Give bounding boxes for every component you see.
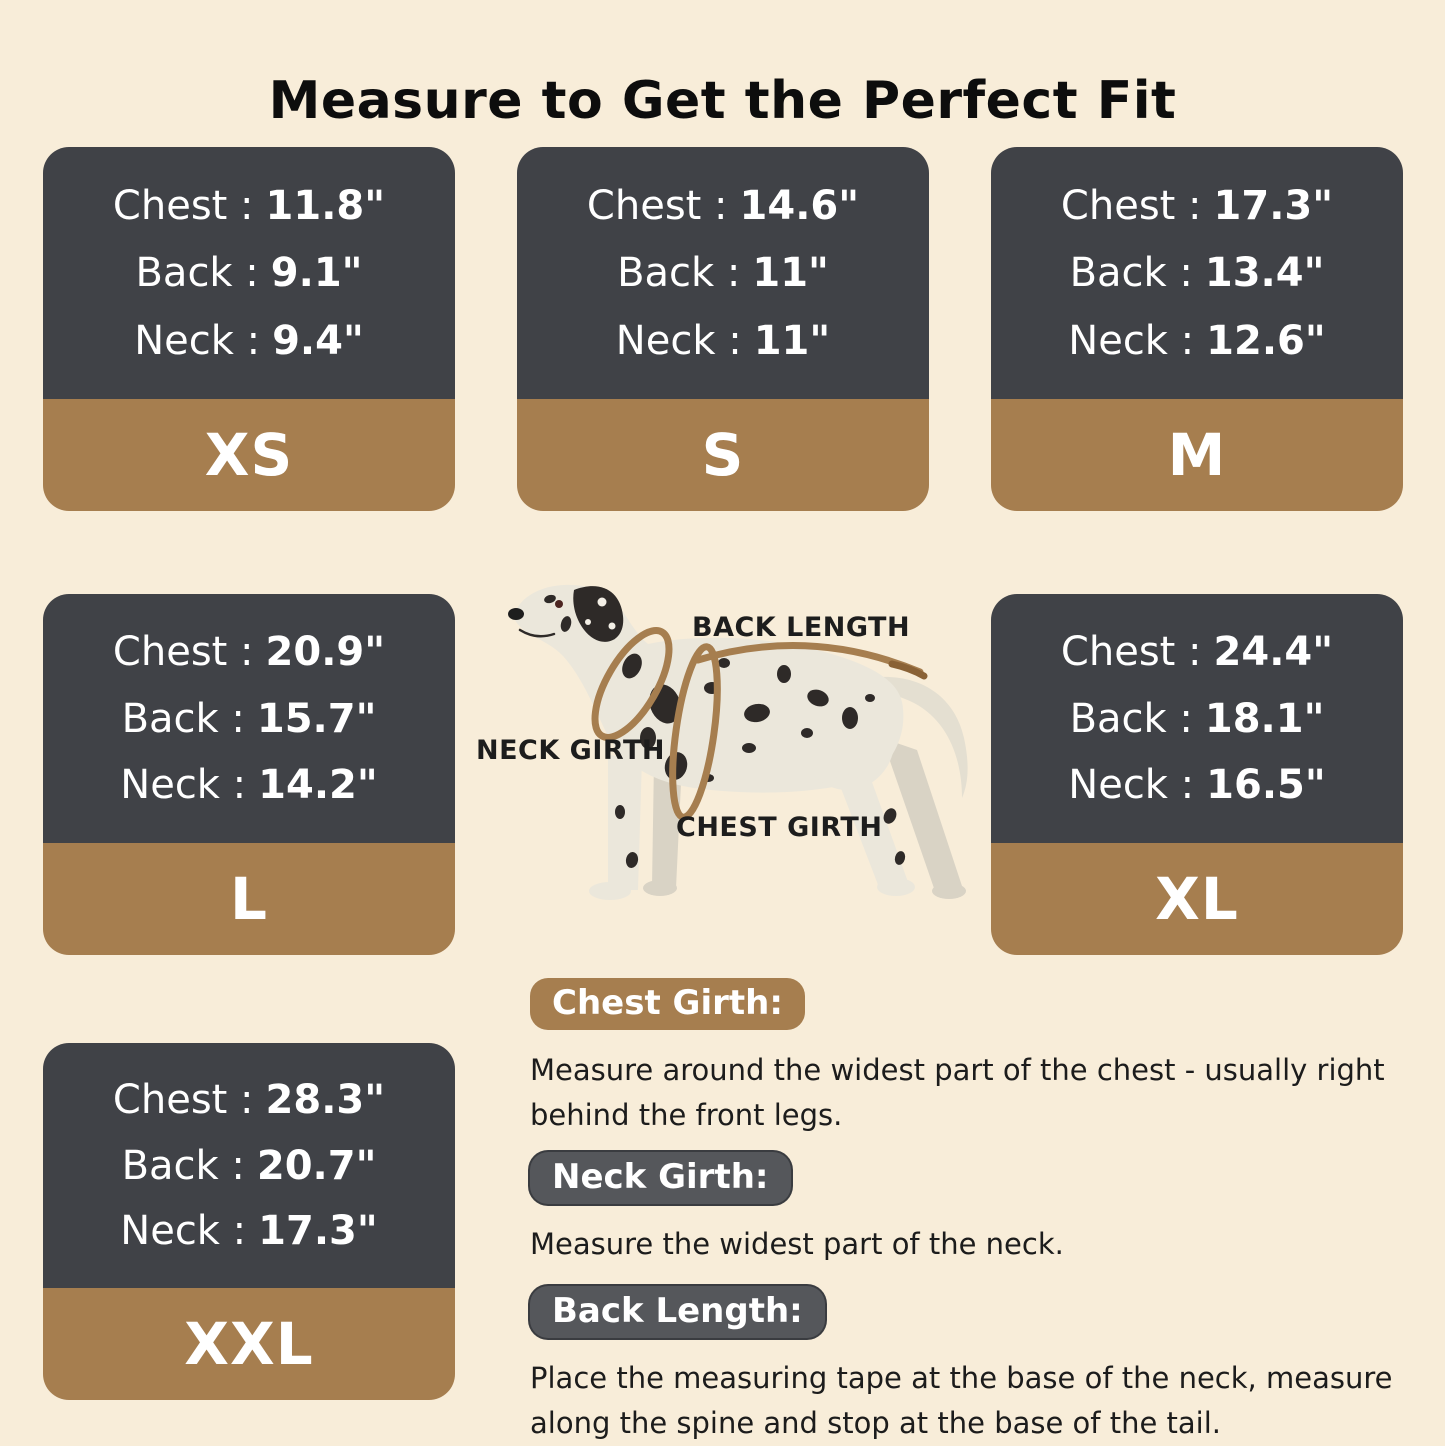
neck-girth-label: NECK GIRTH — [476, 735, 665, 766]
size-card-measurements: Chest :17.3" Back :13.4" Neck :12.6" — [991, 147, 1403, 399]
size-card-m: Chest :17.3" Back :13.4" Neck :12.6" M — [991, 147, 1403, 511]
instruction-text: Place the measuring tape at the base of … — [530, 1361, 1393, 1440]
measurement-label: Chest : — [112, 628, 254, 675]
measurement-row: Back :9.1" — [53, 250, 445, 296]
instruction-heading: Back Length: — [530, 1286, 825, 1338]
measurement-value: 14.2" — [258, 762, 378, 809]
measurement-row: Back :18.1" — [1001, 696, 1393, 742]
instruction-neck-girth: Neck Girth: Measure the widest part of t… — [530, 1152, 1435, 1267]
measurement-value: 13.4" — [1204, 250, 1325, 296]
size-card-measurements: Chest :28.3" Back :20.7" Neck :17.3" — [43, 1043, 455, 1288]
instruction-chest-girth: Chest Girth: Measure around the widest p… — [530, 978, 1435, 1138]
measurement-row: Neck :16.5" — [1001, 762, 1393, 808]
measurement-label: Neck : — [615, 317, 742, 364]
size-label: XXL — [43, 1288, 455, 1400]
size-card-l: Chest :20.9" Back :15.7" Neck :14.2" L — [43, 594, 455, 955]
size-card-s: Chest :14.6" Back :11" Neck :11" S — [517, 147, 929, 511]
size-card-measurements: Chest :20.9" Back :15.7" Neck :14.2" — [43, 594, 455, 843]
measurement-row: Chest :28.3" — [53, 1077, 445, 1123]
measurement-value: 11" — [752, 250, 829, 296]
measurement-row: Neck :9.4" — [53, 318, 445, 364]
measurement-label: Neck : — [1068, 762, 1195, 809]
size-card-xs: Chest :11.8" Back :9.1" Neck :9.4" XS — [43, 147, 455, 511]
size-card-measurements: Chest :24.4" Back :18.1" Neck :16.5" — [991, 594, 1403, 843]
measurement-value: 20.9" — [265, 628, 386, 675]
measurement-value: 15.7" — [256, 695, 377, 742]
measurement-row: Chest :11.8" — [53, 183, 445, 229]
measurement-value: 17.3" — [1213, 182, 1334, 229]
measurement-row: Chest :14.6" — [527, 183, 919, 229]
measurement-label: Back : — [617, 250, 741, 296]
measurement-row: Back :13.4" — [1001, 250, 1393, 296]
measurement-value: 14.6" — [739, 182, 860, 229]
measurement-value: 11" — [753, 317, 831, 364]
measurement-value: 16.5" — [1206, 762, 1326, 809]
measurement-label: Chest : — [112, 182, 254, 229]
measurement-value: 9.1" — [270, 250, 363, 296]
size-card-xxl: Chest :28.3" Back :20.7" Neck :17.3" XXL — [43, 1043, 455, 1400]
measurement-label: Chest : — [586, 182, 728, 229]
measurement-value: 17.3" — [258, 1208, 378, 1255]
size-label: XL — [991, 843, 1403, 955]
measurement-row: Chest :17.3" — [1001, 183, 1393, 229]
measurement-value: 11.8" — [265, 182, 386, 229]
measurement-label: Neck : — [120, 1208, 247, 1255]
measurement-value: 24.4" — [1213, 628, 1334, 675]
measurement-row: Back :20.7" — [53, 1143, 445, 1189]
size-label: S — [517, 399, 929, 511]
size-card-measurements: Chest :14.6" Back :11" Neck :11" — [517, 147, 929, 399]
size-card-measurements: Chest :11.8" Back :9.1" Neck :9.4" — [43, 147, 455, 399]
measurement-label: Back : — [121, 1142, 245, 1189]
measurement-value: 28.3" — [265, 1076, 386, 1123]
measurement-label: Neck : — [134, 317, 261, 364]
size-label: L — [43, 843, 455, 955]
measurement-value: 9.4" — [272, 317, 364, 364]
back-length-label: BACK LENGTH — [692, 612, 911, 643]
measurement-label: Back : — [1069, 250, 1193, 296]
measurement-row: Back :11" — [527, 250, 919, 296]
dalmatian-dog-graphic — [508, 584, 968, 900]
measurement-label: Chest : — [1060, 628, 1202, 675]
measurement-row: Neck :11" — [527, 318, 919, 364]
size-label: M — [991, 399, 1403, 511]
instruction-text: Measure the widest part of the neck. — [530, 1227, 1064, 1261]
measurement-label: Chest : — [112, 1076, 254, 1123]
measurement-label: Neck : — [1068, 317, 1195, 364]
chest-girth-label: CHEST GIRTH — [676, 812, 883, 843]
size-card-xl: Chest :24.4" Back :18.1" Neck :16.5" XL — [991, 594, 1403, 955]
measurement-label: Back : — [135, 250, 259, 296]
measurement-row: Chest :20.9" — [53, 629, 445, 675]
measurement-row: Neck :17.3" — [53, 1208, 445, 1254]
instruction-back-length: Back Length: Place the measuring tape at… — [530, 1286, 1435, 1446]
measurement-label: Back : — [1069, 695, 1193, 742]
measurement-row: Back :15.7" — [53, 696, 445, 742]
size-label: XS — [43, 399, 455, 511]
measurement-value: 20.7" — [256, 1142, 377, 1189]
measurement-row: Chest :24.4" — [1001, 629, 1393, 675]
instruction-text: Measure around the widest part of the ch… — [530, 1053, 1385, 1132]
measurement-row: Neck :12.6" — [1001, 318, 1393, 364]
page-title: Measure to Get the Perfect Fit — [268, 70, 1177, 131]
measurement-value: 12.6" — [1206, 317, 1326, 364]
measurement-label: Back : — [121, 695, 245, 742]
measurement-row: Neck :14.2" — [53, 762, 445, 808]
dog-illustration — [462, 570, 982, 970]
instruction-heading: Neck Girth: — [530, 1152, 791, 1204]
measurement-label: Neck : — [120, 762, 247, 809]
measurement-value: 18.1" — [1204, 695, 1325, 742]
instruction-heading: Chest Girth: — [530, 978, 805, 1030]
measurement-label: Chest : — [1060, 182, 1202, 229]
